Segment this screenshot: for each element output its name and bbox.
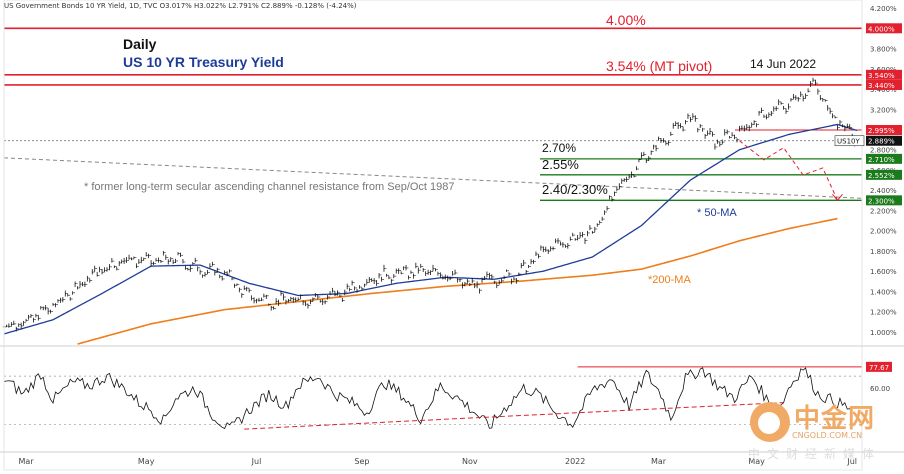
chart-period-title: Daily [123, 36, 157, 52]
channel-resistance-line [3, 157, 863, 199]
level-badge-label: 2.300% [868, 197, 895, 205]
level-badge [866, 169, 902, 180]
x-tick-label: Mar [19, 457, 35, 466]
y-tick-label: 2.000% [870, 228, 897, 236]
level-badge-label: 3.540% [868, 72, 895, 80]
x-tick-label: Sep [354, 457, 369, 466]
y-tick-label: 1.800% [870, 248, 897, 256]
x-tick-label: Jul [251, 457, 262, 466]
watermark-tagline: 中文财经新媒体 [748, 447, 882, 461]
rsi-value-badge [866, 361, 892, 372]
symbol-header: US Government Bonds 10 YR Yield, 1D, TVC… [4, 2, 357, 10]
level-badge [866, 153, 902, 164]
x-tick-label: Mar [651, 457, 667, 466]
y-tick-label: 2.200% [870, 207, 897, 215]
annotation-channel: * former long-term secular ascending cha… [84, 181, 455, 193]
level-badge-label: 2.710% [868, 156, 895, 164]
y-tick-label: 3.800% [870, 46, 897, 54]
rsi-trendline [244, 402, 784, 430]
y-tick-label: 1.400% [870, 288, 897, 296]
y-tick-label: 1.600% [870, 268, 897, 276]
watermark-name: 中金网 [794, 404, 876, 434]
level-badge-label: 3.440% [868, 82, 895, 90]
annotation-400: 4.00% [606, 12, 646, 28]
level-badge [866, 69, 902, 80]
level-badge [866, 79, 902, 90]
price-badge-label: 2.889% [868, 138, 895, 146]
level-badge [866, 23, 902, 34]
chart-instrument-title: US 10 YR Treasury Yield [123, 54, 284, 70]
ma200-line [77, 217, 838, 345]
y-tick-label: 2.800% [870, 147, 897, 155]
watermark: 中金网 CNGOLD.COM.CN 中文财经新媒体 [748, 398, 900, 468]
x-tick-label: May [748, 457, 765, 466]
watermark-domain: CNGOLD.COM.CN [792, 431, 863, 440]
rsi-plot-area [3, 366, 862, 430]
annotation-ma200: *200-MA [648, 274, 691, 286]
level-badge [866, 125, 902, 135]
y-tick-label: 3.400% [870, 86, 897, 94]
symbol-badge [834, 135, 865, 147]
ma50-line [3, 123, 858, 335]
annotation-mt-pivot: 3.54% (MT pivot) [606, 58, 712, 74]
level-badge-label: 4.000% [868, 25, 895, 33]
price-plot-area: 4.00% 3.54% (MT pivot) 14 Jun 2022 2.70% 2.5… [2, 12, 863, 345]
y-tick-label: 3.200% [870, 106, 897, 114]
annotation-240: 2.40/2.30% [542, 182, 608, 197]
x-tick-label: Nov [462, 457, 478, 466]
rsi-line [3, 367, 853, 430]
annotation-255: 2.55% [542, 157, 579, 172]
annotation-270: 2.70% [542, 141, 576, 155]
annotation-ma50: * 50-MA [697, 207, 737, 219]
x-tick-label: May [138, 457, 155, 466]
rsi-tick-label: 60.00 [870, 385, 890, 393]
level-badge-label: 2.552% [868, 172, 895, 180]
x-tick-label: 2022 [565, 457, 585, 466]
y-tick-label: 4.200% [870, 5, 897, 13]
level-badge [866, 195, 902, 206]
y-tick-label: 1.200% [870, 309, 897, 317]
price-badge [866, 135, 902, 146]
y-tick-label: 2.400% [870, 187, 897, 195]
projection-arrow-icon [832, 194, 843, 202]
rsi-value-label: 77.67 [869, 364, 889, 372]
watermark-logo-icon [750, 402, 790, 442]
symbol-badge-label: US10Y [837, 138, 860, 146]
plot-frame [3, 0, 863, 471]
annotation-date: 14 Jun 2022 [750, 57, 816, 71]
x-tick-label: Jul [846, 457, 857, 466]
projection-path [739, 140, 838, 201]
y-tick-label: 3.600% [870, 66, 897, 74]
level-badge-label: 2.995% [868, 127, 895, 135]
y-tick-label: 1.000% [870, 329, 897, 337]
